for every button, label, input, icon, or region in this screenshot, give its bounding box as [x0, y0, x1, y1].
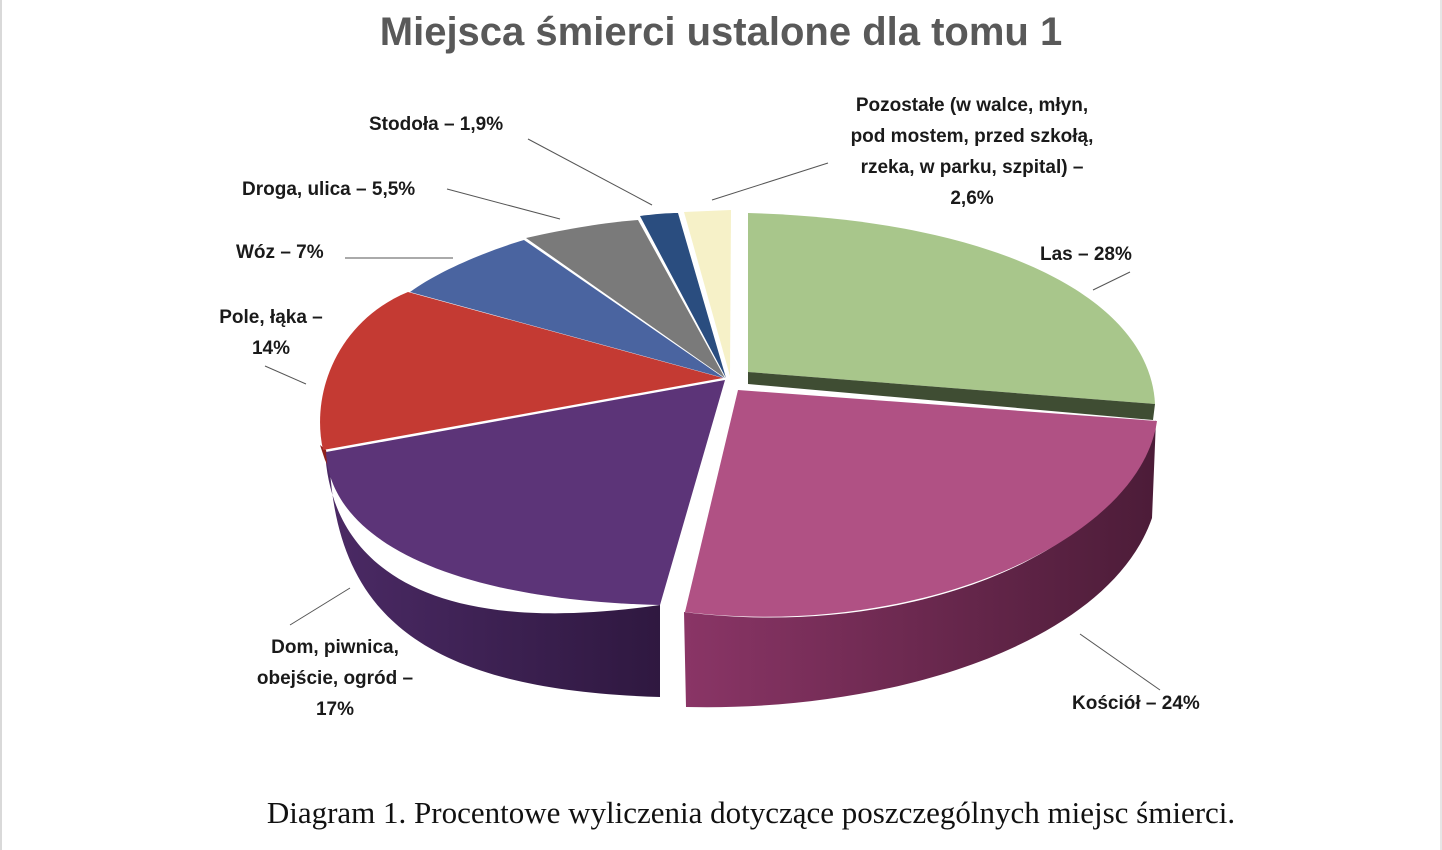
label-pole-line2: 14% — [251, 338, 291, 359]
slice-side-kosciol — [684, 420, 1156, 708]
leader-pozostale — [711, 162, 829, 201]
slice-pozostale — [684, 210, 731, 376]
leader-kosciol — [1079, 633, 1161, 691]
slice-las-edge — [748, 372, 1155, 420]
leader-dom — [289, 587, 351, 626]
label-pole: Pole, łąka – 14% — [205, 302, 337, 364]
label-pozostale-line1: Pozostałe (w walce, młyn, — [855, 95, 1089, 116]
label-las: Las – 28% — [1040, 244, 1132, 265]
leader-pole — [264, 365, 307, 385]
label-dom-line3: 17% — [315, 699, 355, 720]
leader-droga — [446, 188, 561, 220]
label-kosciol: Kościół – 24% — [1072, 693, 1200, 714]
label-woz: Wóz – 7% — [236, 242, 324, 263]
label-pozostale-line3: rzeka, w parku, szpital) – — [860, 157, 1084, 178]
label-pozostale-line2: pod mostem, przed szkołą, — [850, 126, 1094, 147]
slice-woz — [410, 240, 724, 378]
label-pozostale-line4: 2,6% — [950, 188, 994, 209]
leader-las — [1092, 271, 1131, 291]
slice-stodola — [640, 213, 726, 378]
label-droga: Droga, ulica – 5,5% — [242, 179, 416, 200]
label-dom-line2: obejście, ogród – — [256, 668, 414, 689]
slice-las — [748, 213, 1155, 404]
slice-droga — [526, 220, 725, 378]
leader-stodola — [527, 138, 653, 206]
slice-dom — [326, 380, 725, 605]
label-dom: Dom, piwnica, obejście, ogród – 17% — [244, 632, 426, 725]
label-stodola: Stodoła – 1,9% — [369, 114, 504, 135]
figure-caption: Diagram 1. Procentowe wyliczenia dotyczą… — [266, 795, 1236, 830]
chart-title: Miejsca śmierci ustalone dla tomu 1 — [379, 10, 1063, 54]
label-dom-line1: Dom, piwnica, — [271, 637, 399, 658]
label-pole-line1: Pole, łąka – — [219, 307, 323, 328]
label-pozostale: Pozostałe (w walce, młyn, pod mostem, pr… — [822, 90, 1122, 214]
slice-pole — [320, 292, 723, 450]
slice-kosciol — [685, 390, 1157, 617]
slice-side-dom — [325, 450, 660, 697]
